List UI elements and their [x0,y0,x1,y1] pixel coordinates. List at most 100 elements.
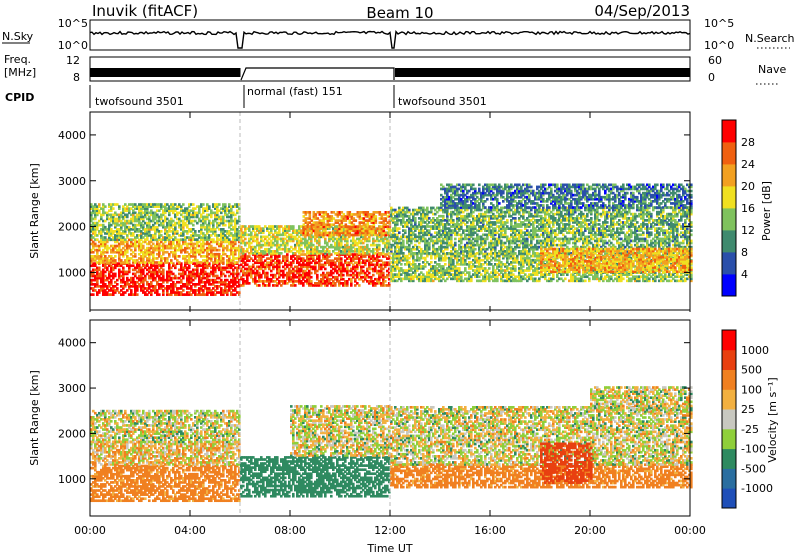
heatmap-cell [184,238,187,241]
heatmap-cell [200,261,203,264]
heatmap-cell [136,219,139,223]
heatmap-cell [190,274,193,278]
heatmap-cell [216,274,219,278]
heatmap-cell [96,238,99,241]
heatmap-cell [232,213,235,217]
heatmap-cell [232,293,235,296]
heatmap-cell [90,215,93,219]
heatmap-cell [202,215,205,219]
heatmap-cell [118,230,121,233]
heatmap-cell [218,266,221,270]
heatmap-cell [150,270,153,274]
heatmap-cell [120,234,123,237]
heatmap-cell [198,274,201,278]
heatmap-cell [342,273,345,277]
heatmap-cell [110,261,113,264]
heatmap-cell [168,205,171,208]
heatmap-cell [158,278,161,282]
heatmap-cell [116,236,119,239]
heatmap-cell [148,257,151,260]
heatmap-cell [228,221,231,225]
heatmap-cell [156,225,159,229]
heatmap-cell [224,278,227,282]
heatmap-cell [170,289,173,292]
heatmap-cell [116,203,119,206]
heatmap-cell [132,228,135,231]
heatmap-cell [118,244,121,248]
heatmap-cell [206,248,209,252]
heatmap-cell [192,219,195,223]
heatmap-cell [176,280,179,284]
heatmap-cell [218,285,221,288]
heatmap-cell [174,252,177,256]
heatmap-cell [202,207,205,210]
heatmap-cell [142,217,145,221]
heatmap-cell [468,271,471,274]
heatmap-cell [172,272,175,276]
heatmap-cell [222,259,225,262]
cpid-label: CPID [5,91,34,104]
heatmap-cell [94,257,97,260]
heatmap-cell [220,289,223,292]
heatmap-cell [144,264,147,268]
heatmap-cell [140,223,143,227]
heatmap-cell [128,287,131,290]
heatmap-cell [172,211,175,215]
heatmap-cell [208,219,211,223]
heatmap-cell [162,270,165,274]
heatmap-cell [108,274,111,278]
heatmap-cell [100,207,103,210]
heatmap-cell [190,230,193,233]
heatmap-cell [232,250,235,254]
heatmap-cell [226,238,229,241]
heatmap-cell [196,205,199,208]
heatmap-cell [186,209,189,213]
heatmap-cell [220,228,223,231]
heatmap-cell [166,230,169,233]
heatmap-cell [92,264,95,268]
heatmap-cell [104,262,107,265]
heatmap-cell [140,244,143,248]
heatmap-cell [206,230,209,233]
heatmap-cell [102,259,105,262]
heatmap-cell [170,283,173,286]
heatmap-cell [96,228,99,231]
heatmap-cell [124,250,127,254]
heatmap-cell [236,234,239,237]
heatmap-cell [188,278,191,282]
heatmap-cell [162,246,165,250]
heatmap-cell [202,203,205,206]
heatmap-cell [112,232,115,235]
heatmap-cell [120,240,123,244]
heatmap-cell [214,270,217,274]
heatmap-cell [188,293,191,296]
heatmap-cell [226,244,229,248]
heatmap-cell [114,203,117,206]
heatmap-cell [140,236,143,239]
heatmap-cell [430,261,433,264]
heatmap-cell [158,283,161,286]
heatmap-cell [152,213,155,217]
heatmap-cell [136,289,139,292]
heatmap-cell [144,203,147,206]
heatmap-cell [240,275,243,279]
heatmap-cell [126,244,129,248]
heatmap-cell [204,238,207,241]
heatmap-cell [126,205,129,208]
heatmap-cell [246,263,249,267]
heatmap-cell [182,240,185,244]
heatmap-cell [132,219,135,223]
heatmap-cell [218,291,221,294]
heatmap-cell [94,230,97,233]
heatmap-cell [200,236,203,239]
heatmap-cell [156,270,159,274]
heatmap-cell [160,272,163,276]
heatmap-cell [200,287,203,290]
heatmap-cell [182,283,185,286]
heatmap-cell [108,285,111,288]
heatmap-cell [130,232,133,235]
heatmap-cell [166,234,169,237]
heatmap-cell [92,278,95,282]
heatmap-cell [166,217,169,221]
heatmap-cell [98,285,101,288]
